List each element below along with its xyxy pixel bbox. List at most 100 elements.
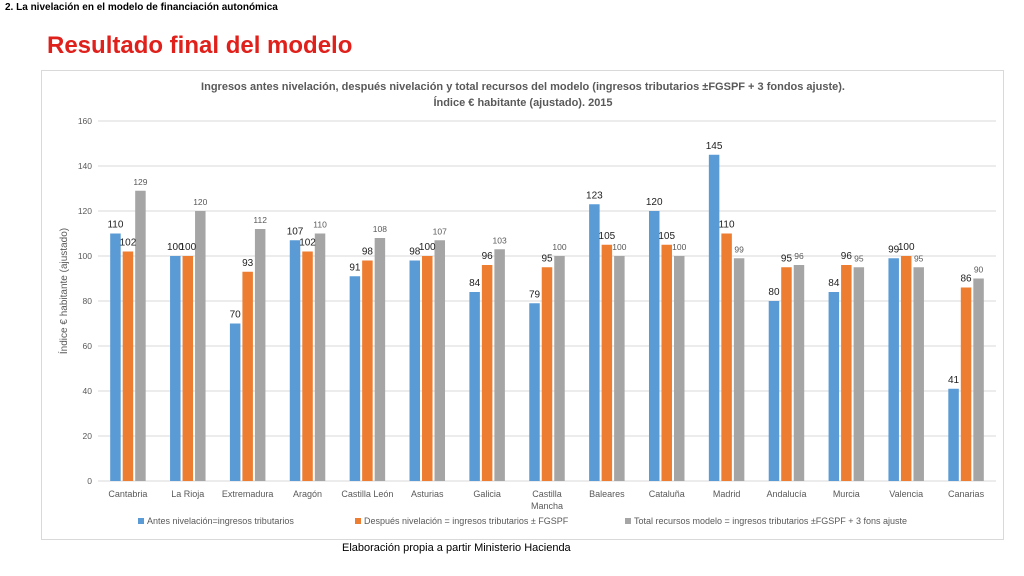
section-label: 2. La nivelación en el modelo de financi… [5, 2, 278, 13]
bar [973, 278, 984, 481]
bar [254, 229, 266, 481]
data-label: 84 [469, 278, 481, 289]
data-label: 107 [433, 226, 447, 236]
legend-swatch [625, 518, 631, 524]
y-tick-label: 40 [83, 386, 93, 396]
data-label: 112 [253, 215, 267, 225]
bar [960, 287, 972, 481]
chart-title-line-2: Índice € habitante (ajustado). 2015 [433, 96, 612, 109]
data-label: 93 [242, 258, 254, 269]
category-label: Andalucía [766, 489, 806, 499]
bar [793, 265, 805, 481]
category-label: Asturias [411, 489, 444, 499]
data-label: 120 [193, 197, 207, 207]
bar [409, 260, 421, 481]
chart-title-line-1: Ingresos antes nivelación, después nivel… [201, 81, 845, 93]
bar [601, 244, 613, 481]
bar [733, 258, 745, 481]
bar [362, 260, 373, 481]
category-label: La Rioja [171, 489, 204, 499]
bar [554, 256, 565, 481]
legend-label: Después nivelación = ingresos tributario… [364, 516, 569, 526]
category-label: Aragón [293, 489, 322, 499]
bar [948, 388, 959, 481]
category-label: Cataluña [649, 489, 685, 499]
chart-frame: Ingresos antes nivelación, después nivel… [41, 70, 1004, 540]
y-tick-label: 160 [78, 116, 92, 126]
bar [589, 204, 600, 481]
data-label: 99 [734, 244, 744, 254]
data-label: 91 [349, 262, 361, 273]
category-label: Murcia [833, 489, 860, 499]
bar [828, 292, 840, 481]
legend-label: Antes nivelación=ingresos tributarios [147, 516, 294, 526]
bar [673, 256, 685, 481]
bar [913, 267, 924, 481]
bar [302, 251, 313, 481]
data-label: 100 [419, 242, 436, 253]
data-label: 107 [287, 226, 304, 237]
data-label: 123 [586, 190, 603, 201]
data-label: 95 [914, 253, 924, 263]
bar-chart: Ingresos antes nivelación, después nivel… [57, 81, 996, 526]
data-label: 120 [646, 197, 663, 208]
bar [614, 256, 625, 481]
y-tick-label: 120 [78, 206, 92, 216]
bar [314, 233, 326, 481]
data-label: 96 [794, 251, 804, 261]
bar [768, 301, 780, 481]
data-label: 95 [854, 253, 864, 263]
y-tick-label: 140 [78, 161, 92, 171]
y-tick-label: 80 [83, 296, 93, 306]
legend-swatch [355, 518, 361, 524]
bar [648, 211, 660, 481]
data-label: 110 [313, 220, 327, 230]
data-label: 100 [552, 242, 566, 252]
data-label: 110 [107, 220, 123, 231]
bar [110, 233, 121, 481]
bar [135, 190, 146, 481]
bar [888, 258, 899, 481]
slide-title: Resultado final del modelo [47, 32, 353, 59]
data-label: 110 [719, 220, 735, 231]
category-label: Baleares [589, 489, 625, 499]
data-label: 145 [706, 141, 723, 152]
bar [422, 256, 433, 481]
data-label: 98 [409, 247, 421, 258]
bar [229, 323, 241, 481]
bar [721, 233, 732, 481]
bar [434, 240, 446, 481]
data-label: 96 [841, 251, 853, 262]
bar [708, 154, 720, 481]
bar [170, 256, 181, 481]
data-label: 99 [888, 244, 900, 255]
bar [494, 249, 505, 481]
y-tick-label: 0 [87, 476, 92, 486]
y-tick-label: 60 [83, 341, 93, 351]
bar [781, 267, 792, 481]
y-axis-label: Índice € habitante (ajustado) [57, 228, 70, 354]
category-label: Valencia [889, 489, 923, 499]
data-label: 86 [961, 274, 973, 285]
data-label: 105 [599, 231, 616, 242]
bar [661, 244, 672, 481]
data-label: 79 [529, 289, 541, 300]
data-label: 96 [482, 251, 494, 262]
bar [469, 292, 480, 481]
data-label: 108 [373, 224, 387, 234]
bar [529, 303, 540, 481]
data-label: 102 [299, 238, 316, 249]
data-label: 103 [493, 235, 507, 245]
category-label: Castilla [532, 489, 562, 499]
bar [122, 251, 134, 481]
category-label: Galicia [473, 489, 501, 499]
data-label: 100 [898, 242, 915, 253]
bar [242, 271, 253, 481]
category-label: Canarias [948, 489, 985, 499]
bar [541, 267, 553, 481]
bar [349, 276, 361, 481]
bar [900, 256, 912, 481]
data-label: 100 [179, 242, 196, 253]
bar [481, 265, 493, 481]
data-label: 100 [672, 242, 686, 252]
